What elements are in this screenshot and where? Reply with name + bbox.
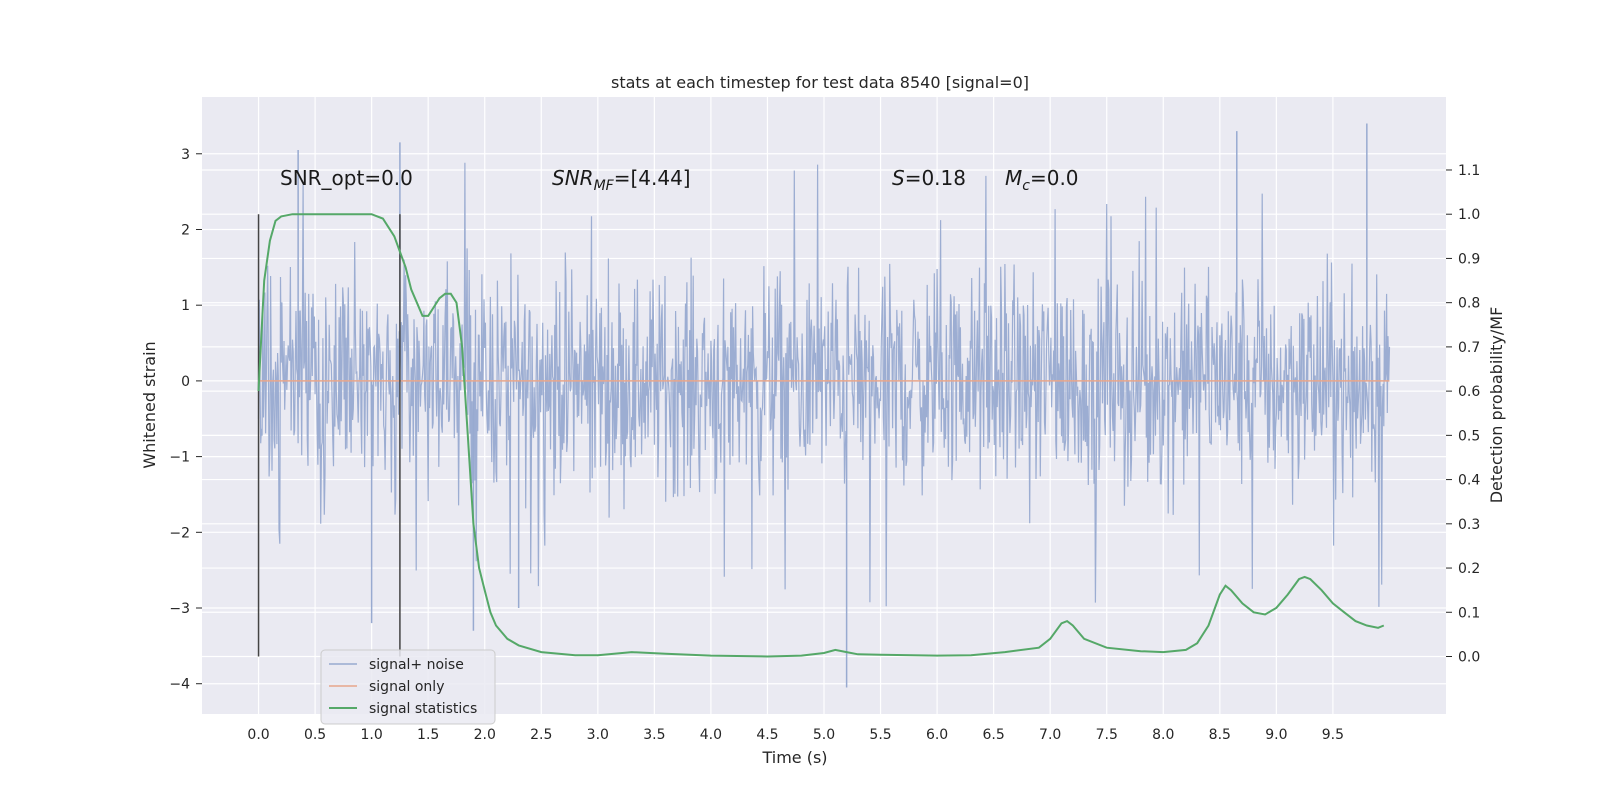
y-axis-left-ticks: 3 2 1 0 −1 −2 −3 −4 xyxy=(169,147,202,693)
y-right-tick-label: 0.3 xyxy=(1458,517,1480,533)
x-tick-label: 1.5 xyxy=(417,727,439,743)
s-annotation: S=0.18 xyxy=(892,166,966,190)
y-right-tick-label: 0.2 xyxy=(1458,561,1480,577)
signal-plus-noise-line xyxy=(257,162,1391,607)
y-right-tick-label: 0.1 xyxy=(1458,605,1480,621)
y-left-tick-label: −4 xyxy=(169,677,190,693)
y-left-tick-label: −2 xyxy=(169,525,190,541)
x-tick-label: 4.0 xyxy=(700,727,722,743)
x-tick-label: 0.5 xyxy=(304,727,326,743)
snr-mf-main: SNR xyxy=(552,166,594,190)
x-tick-label: 6.5 xyxy=(983,727,1005,743)
mc-value: =0.0 xyxy=(1030,166,1079,190)
y-left-tick-label: 2 xyxy=(181,222,190,238)
snr-mf-value: =[4.44] xyxy=(614,166,691,190)
y-axis-right-label: Detection probability/MF xyxy=(1487,307,1506,504)
mc-annotation: Mc=0.0 xyxy=(1005,166,1079,194)
x-tick-label: 9.5 xyxy=(1322,727,1344,743)
x-tick-label: 8.0 xyxy=(1152,727,1174,743)
chart-title: stats at each timestep for test data 854… xyxy=(611,73,1029,92)
y-left-tick-label: −1 xyxy=(169,450,190,466)
x-tick-label: 5.0 xyxy=(813,727,835,743)
y-right-tick-label: 1.0 xyxy=(1458,207,1480,223)
x-tick-label: 2.0 xyxy=(474,727,496,743)
legend-box xyxy=(320,649,496,725)
y-left-tick-label: −3 xyxy=(169,601,190,617)
x-tick-label: 7.0 xyxy=(1039,727,1061,743)
snr-mf-annotation: SNRMF=[4.44] xyxy=(552,166,691,194)
x-tick-label: 3.0 xyxy=(587,727,609,743)
y-right-tick-label: 0.5 xyxy=(1458,428,1480,444)
y-axis-left-label: Whitened strain xyxy=(140,341,159,468)
signal-statistics-line xyxy=(257,213,1385,658)
mc-sub: c xyxy=(1022,178,1030,194)
y-right-tick-label: 0.8 xyxy=(1458,296,1480,312)
y-right-tick-label: 0.7 xyxy=(1458,340,1480,356)
legend-label-signal: signal only xyxy=(369,679,444,695)
s-main: S xyxy=(892,166,905,190)
legend: signal+ noise signal only signal statist… xyxy=(320,649,496,725)
x-tick-label: 3.5 xyxy=(643,727,665,743)
x-tick-label: 9.0 xyxy=(1265,727,1287,743)
x-tick-label: 6.0 xyxy=(926,727,948,743)
y-left-tick-label: 3 xyxy=(181,147,190,163)
signal-plus-noise-series xyxy=(257,123,1391,688)
signal-statistics-points xyxy=(258,214,1384,657)
x-tick-label: 2.5 xyxy=(530,727,552,743)
x-axis-label: Time (s) xyxy=(761,748,827,767)
x-tick-label: 8.5 xyxy=(1209,727,1231,743)
snr-mf-sub: MF xyxy=(594,178,615,194)
mc-main: M xyxy=(1005,166,1022,190)
x-tick-label: 4.5 xyxy=(756,727,778,743)
s-value: =0.18 xyxy=(905,166,966,190)
legend-label-noise: signal+ noise xyxy=(369,657,464,673)
x-axis-ticks: 0.0 0.5 1.0 1.5 2.0 2.5 3.0 3.5 4.0 4.5 5.0 5.5 6.0 6… xyxy=(247,727,1344,743)
y-right-tick-label: 0.6 xyxy=(1458,384,1480,400)
y-left-tick-label: 1 xyxy=(181,298,190,314)
x-tick-label: 5.5 xyxy=(869,727,891,743)
legend-label-stats: signal statistics xyxy=(369,701,477,717)
y-right-tick-label: 0.0 xyxy=(1458,650,1480,666)
y-left-tick-label: 0 xyxy=(181,374,190,390)
snr-opt-annotation: SNR_opt=0.0 xyxy=(280,166,413,190)
x-tick-label: 7.5 xyxy=(1096,727,1118,743)
x-tick-label: 1.0 xyxy=(361,727,383,743)
y-right-tick-label: 1.1 xyxy=(1458,163,1480,179)
y-right-tick-label: 0.9 xyxy=(1458,251,1480,267)
y-right-tick-label: 0.4 xyxy=(1458,473,1480,489)
x-tick-label: 0.0 xyxy=(247,727,269,743)
y-axis-right-ticks: 1.1 1.0 0.9 0.8 0.7 0.6 0.5 0.4 0.3 0.2 0.1 0.0 xyxy=(1446,163,1480,666)
vertical-markers xyxy=(257,214,401,657)
